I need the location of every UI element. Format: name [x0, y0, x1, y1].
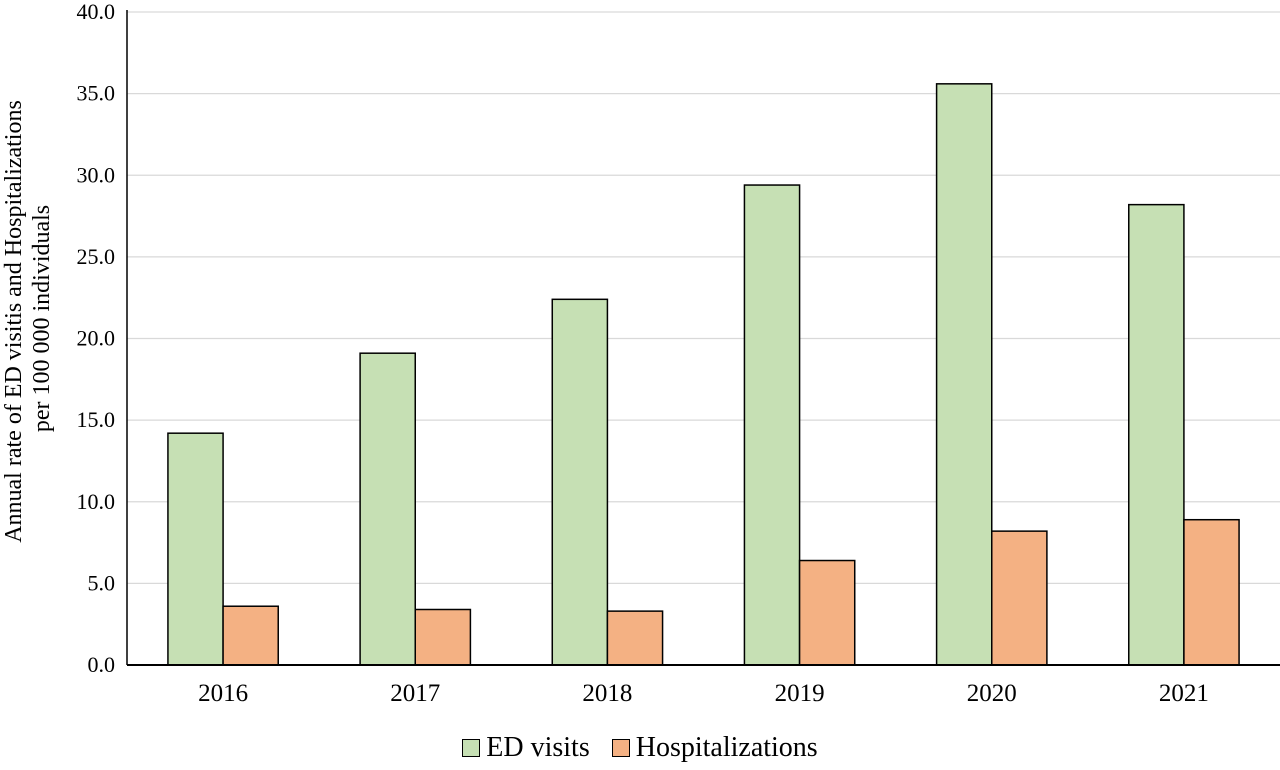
legend-label-ed-visits: ED visits — [486, 732, 590, 763]
bar-hospitalizations-2017 — [414, 608, 472, 666]
bar-hospitalizations-2021 — [1183, 518, 1240, 666]
y-tick-label: 10.0 — [77, 489, 116, 514]
bar-ed-visits-2020 — [935, 83, 993, 666]
y-tick-label: 0.0 — [88, 652, 116, 677]
x-tick-label: 2021 — [1159, 680, 1209, 707]
x-tick-label: 2018 — [582, 680, 632, 707]
y-tick-label: 30.0 — [77, 162, 116, 187]
legend: ED visits Hospitalizations — [0, 728, 1280, 768]
bar-ed-visits-2016 — [167, 432, 224, 666]
bar-hospitalizations-2016 — [222, 605, 279, 666]
bar-ed-visits-2021 — [1128, 203, 1185, 666]
legend-swatch-ed-visits — [462, 739, 481, 757]
bar-ed-visits-2018 — [551, 298, 609, 666]
y-tick-labels: 0.0 5.0 10.0 15.0 20.0 25.0 30.0 35.0 40.0 — [77, 0, 116, 677]
bar-hospitalizations-2020 — [991, 530, 1048, 666]
y-tick-label: 35.0 — [77, 81, 116, 106]
bar-hospitalizations-2019 — [798, 559, 856, 666]
y-axis-title-line-2: per 100 000 individuals — [29, 205, 55, 432]
legend-item-hospitalizations: Hospitalizations — [611, 732, 818, 764]
y-tick-label: 25.0 — [77, 244, 116, 269]
bar-chart: 0.05.010.015.020.025.030.035.040.0 2016 2… — [1, 0, 1280, 707]
x-tick-label: 2020 — [967, 680, 1017, 707]
y-tick-label: 40.0 — [77, 0, 116, 24]
y-tick-label: 15.0 — [77, 407, 116, 432]
bar-hospitalizations-2018 — [606, 610, 664, 666]
axes — [126, 10, 1280, 666]
legend-swatch-hospitalizations — [611, 739, 630, 757]
bar-ed-visits-2017 — [359, 352, 417, 666]
gridlines — [127, 11, 1280, 585]
bar-ed-visits-2019 — [743, 184, 801, 666]
legend-item-ed-visits: ED visits — [462, 732, 590, 764]
legend-label-hospitalizations: Hospitalizations — [635, 732, 818, 763]
y-axis-title: Annual rate of ED visitis and Hospitaliz… — [1, 94, 55, 543]
y-tick-label: 20.0 — [77, 326, 116, 351]
x-tick-label: 2017 — [390, 680, 440, 707]
bars — [167, 83, 1240, 666]
x-tick-label: 2019 — [775, 680, 825, 707]
y-tick-label: 5.0 — [88, 570, 116, 595]
x-tick-labels: 2016 2017 2018 2019 2020 2021 — [198, 680, 1209, 707]
y-axis-title-line-1: Annual rate of ED visitis and Hospitaliz… — [1, 100, 27, 543]
x-tick-label: 2016 — [198, 680, 248, 707]
